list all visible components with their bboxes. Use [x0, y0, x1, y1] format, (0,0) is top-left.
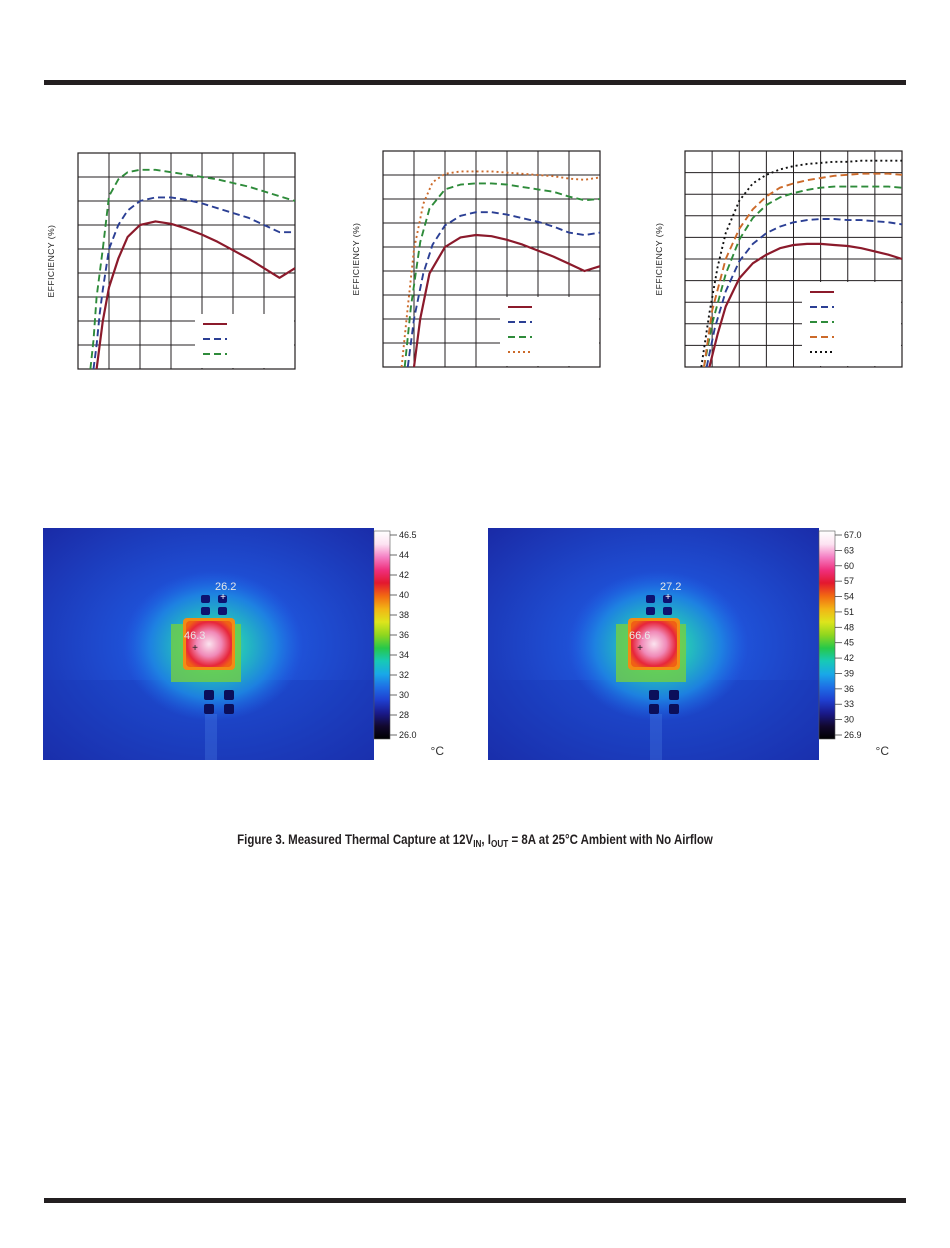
y-axis-label: EFFICIENCY (%) — [351, 223, 361, 296]
y-axis-label: EFFICIENCY (%) — [46, 225, 56, 298]
scale-tick-label: 48 — [844, 622, 854, 632]
thermal-image — [488, 528, 819, 760]
scale-tick-label: 26.0 — [399, 730, 417, 740]
scale-tick-label: 30 — [399, 690, 409, 700]
top-rule — [44, 80, 906, 85]
series-line-1 — [708, 242, 902, 367]
y-axis-label: EFFICIENCY (%) — [654, 223, 664, 296]
scale-tick-label: 39 — [844, 668, 854, 678]
scale-tick-label: 63 — [844, 545, 854, 555]
scale-tick-label: 60 — [844, 561, 854, 571]
scale-tick-label: 36 — [399, 630, 409, 640]
scale-tick-label: 34 — [399, 650, 409, 660]
bottom-rule — [44, 1198, 906, 1203]
scale-tick-label: 45 — [844, 638, 854, 648]
scale-tick-label: 57 — [844, 576, 854, 586]
series-line-3 — [89, 168, 295, 369]
scale-tick-label: 28 — [399, 710, 409, 720]
legend-box — [195, 314, 294, 368]
spot-temp-label: 27.2 — [660, 581, 681, 593]
series-line-1 — [412, 233, 600, 367]
scale-tick-label: 33 — [844, 699, 854, 709]
figure-caption: Figure 3. Measured Thermal Capture at 12… — [237, 831, 713, 850]
scale-tick-label: 32 — [399, 670, 409, 680]
scale-tick-label: 42 — [844, 653, 854, 663]
series-line-3 — [403, 182, 600, 367]
legend-box — [500, 297, 599, 366]
crosshair-icon: + — [192, 643, 198, 654]
spot-temp-label: 46.3 — [184, 630, 205, 642]
efficiency-chart-2: EFFICIENCY (%) — [347, 150, 607, 374]
scale-tick-label: 38 — [399, 610, 409, 620]
efficiency-chart-1: EFFICIENCY (%) — [42, 150, 302, 374]
scale-tick-label: 46.5 — [399, 530, 417, 540]
thermal-capture-right: 27.2 +66.6 +67.0 63 60 57 54 51 48 45 42 39 36 33 30 26… — [488, 528, 918, 769]
plot-frame — [382, 150, 601, 368]
crosshair-icon: + — [637, 643, 643, 654]
spot-temp-label: 66.6 — [629, 630, 650, 642]
series-line-2 — [705, 218, 902, 367]
scale-tick-label: 40 — [399, 590, 409, 600]
efficiency-chart-3: EFFICIENCY (%) — [650, 150, 910, 374]
series-line-3 — [703, 185, 902, 367]
scale-tick-label: 67.0 — [844, 530, 862, 540]
plot-frame — [77, 152, 296, 370]
scale-tick-label: 26.9 — [844, 730, 862, 740]
scale-tick-label: 54 — [844, 592, 854, 602]
series-line-4 — [400, 170, 600, 367]
unit-label: °C — [876, 744, 890, 758]
series-line-5 — [700, 159, 902, 367]
spot-temp-label: 26.2 — [215, 581, 236, 593]
scale-tick-label: 44 — [399, 550, 409, 560]
unit-label: °C — [431, 744, 445, 758]
scale-tick-label: 51 — [844, 607, 854, 617]
crosshair-icon: + — [220, 592, 226, 603]
thermal-capture-left: 26.2 +46.3 +46.5 44 42 40 38 36 34 32 30 28 26.0 °C — [43, 528, 473, 769]
series-line-1 — [95, 220, 295, 369]
series-line-4 — [703, 172, 902, 367]
thermal-image — [43, 528, 374, 760]
legend-box — [802, 282, 901, 366]
scale-tick-label: 42 — [399, 570, 409, 580]
series-line-2 — [92, 196, 295, 369]
crosshair-icon: + — [665, 592, 671, 603]
series-line-2 — [406, 211, 600, 367]
color-scale-bar — [373, 530, 391, 740]
scale-tick-label: 36 — [844, 684, 854, 694]
scale-tick-label: 30 — [844, 715, 854, 725]
color-scale-bar — [818, 530, 836, 740]
